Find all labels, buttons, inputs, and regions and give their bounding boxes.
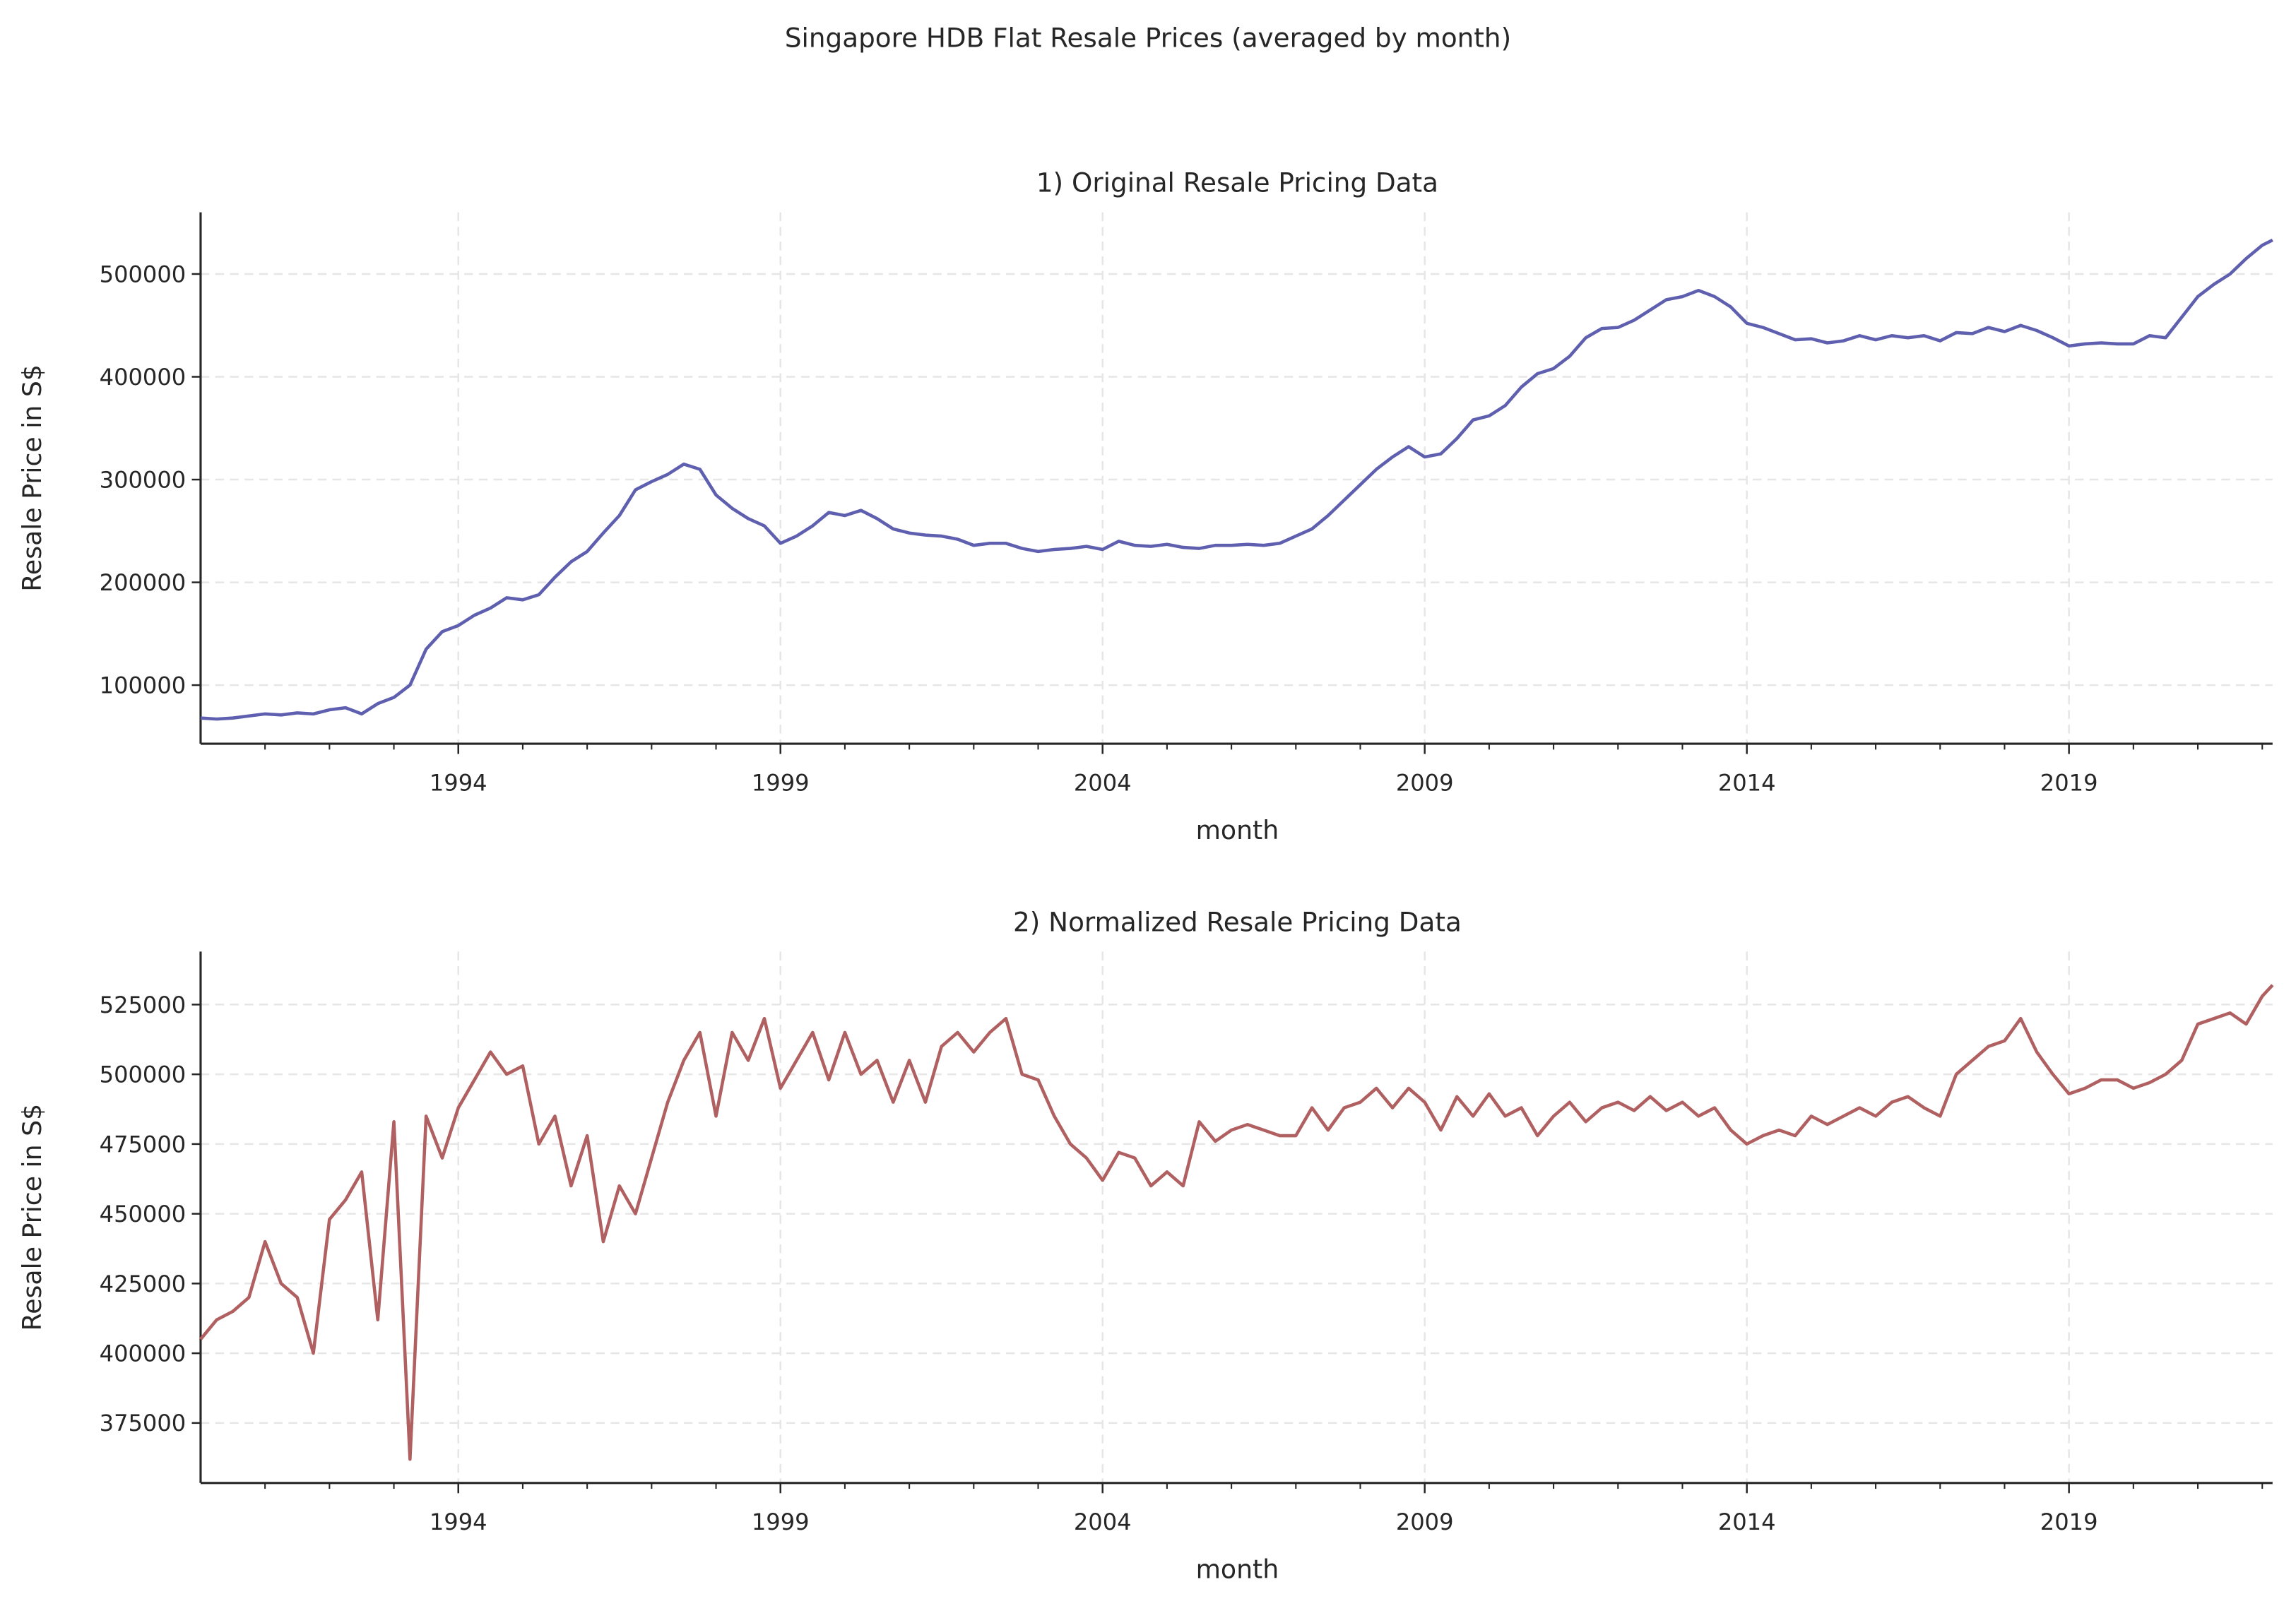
x-tick-label: 2019: [2040, 1509, 2098, 1535]
x-tick-label: 1994: [430, 769, 487, 796]
x-tick-label: 2009: [1396, 1509, 1454, 1535]
y-tick-label: 100000: [100, 672, 187, 699]
subplot-title: 2) Normalized Resale Pricing Data: [1013, 906, 1462, 937]
x-axis-label: month: [1196, 815, 1279, 845]
y-tick-label: 425000: [100, 1271, 187, 1297]
y-tick-label: 400000: [100, 1340, 187, 1367]
y-tick-label: 475000: [100, 1131, 187, 1158]
subplot-title: 1) Original Resale Pricing Data: [1036, 167, 1438, 198]
y-tick-label: 300000: [100, 466, 187, 493]
y-axis-label: Resale Price in S$: [17, 1104, 47, 1331]
y-tick-label: 500000: [100, 1061, 187, 1088]
y-tick-label: 450000: [100, 1201, 187, 1227]
y-tick-label: 400000: [100, 364, 187, 391]
x-tick-label: 2009: [1396, 769, 1454, 796]
x-tick-label: 1999: [752, 1509, 810, 1535]
data-line: [200, 238, 2273, 721]
x-tick-label: 2004: [1074, 769, 1132, 796]
subplot: 1) Original Resale Pricing Data month Resa…: [17, 167, 2273, 845]
x-tick-label: 2014: [1718, 1509, 1776, 1535]
x-tick-label: 1999: [752, 769, 810, 796]
subplot: 2) Normalized Resale Pricing Data month Re…: [17, 906, 2274, 1584]
y-tick-label: 500000: [100, 261, 187, 287]
y-axis-label: Resale Price in S$: [17, 364, 47, 592]
y-tick-label: 375000: [100, 1410, 187, 1437]
figure-title: Singapore HDB Flat Resale Prices (averag…: [785, 22, 1511, 53]
data-line: [199, 984, 2274, 1461]
x-tick-label: 2019: [2040, 769, 2098, 796]
x-tick-label: 2014: [1718, 769, 1776, 796]
y-tick-label: 200000: [100, 569, 187, 596]
x-tick-label: 1994: [430, 1509, 487, 1535]
x-axis-label: month: [1196, 1554, 1279, 1584]
y-tick-label: 525000: [100, 992, 187, 1018]
x-tick-label: 2004: [1074, 1509, 1132, 1535]
